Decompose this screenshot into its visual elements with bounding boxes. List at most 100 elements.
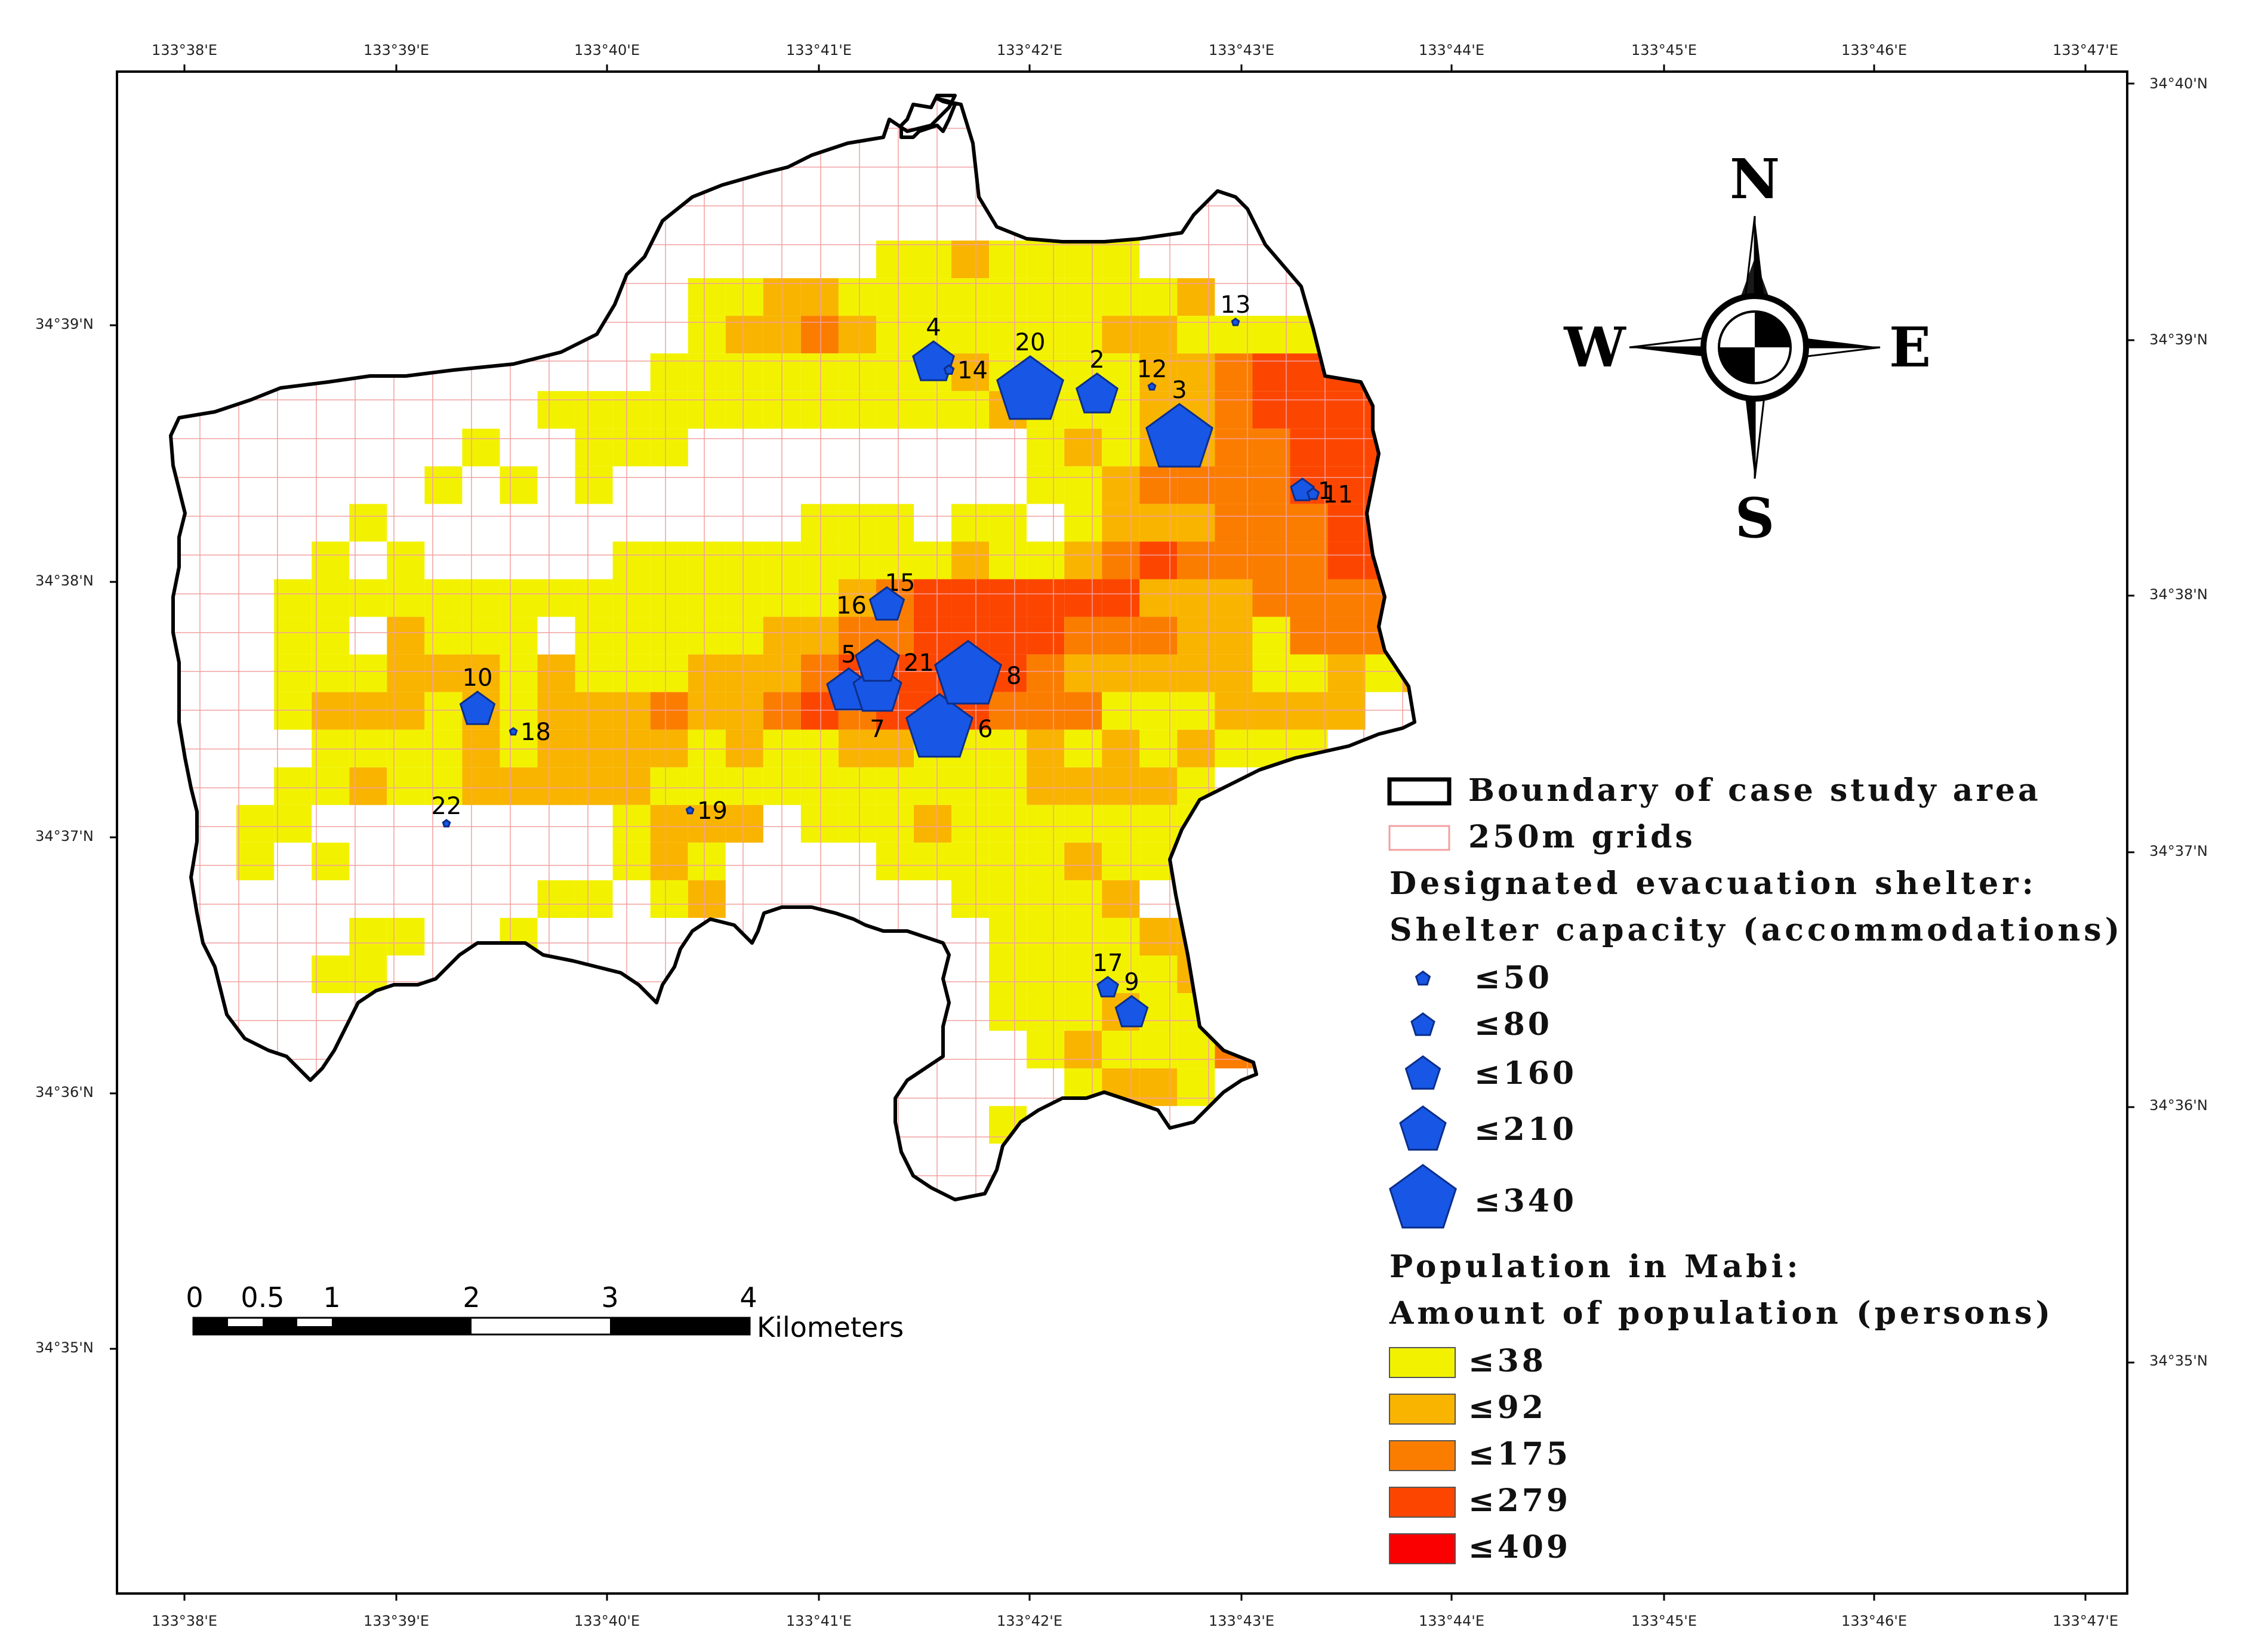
shelter-8-marker[interactable] [934,640,1002,705]
population-cell [1215,541,1253,580]
shelter-21-marker[interactable] [855,639,900,682]
shelter-10-marker[interactable] [459,691,496,725]
population-cell [1027,1031,1065,1069]
population-cell [1177,1068,1215,1107]
population-cell [725,692,763,730]
bottom-lon-label: 133°40'E [574,1613,640,1629]
population-cell [725,391,763,429]
population-cell [1102,805,1140,843]
population-cell [1027,466,1065,504]
population-cell [1102,917,1140,956]
population-cell [1027,956,1065,994]
population-cell [1027,278,1065,316]
legend-population-title: Population in Mabi: [1389,1249,1802,1285]
population-cell [1064,993,1102,1031]
shelter-4-marker[interactable] [912,340,955,381]
population-cell [575,692,613,730]
left-lat-label: 34°37'N [35,828,94,845]
population-cell [424,617,463,655]
population-cell [1102,767,1140,805]
compass-south-label: S [1735,486,1774,550]
population-cell [800,617,839,655]
population-cell [1064,541,1102,580]
population-cell [800,316,839,354]
shelter-18-marker[interactable] [509,727,518,736]
population-cell [1290,617,1328,655]
scale-tick-1: 1 [323,1281,340,1314]
shelter-13-marker[interactable] [1231,318,1240,326]
legend-shelter-symbol [1410,1012,1435,1036]
bottom-lon-label: 133°42'E [997,1613,1062,1629]
shelter-16-marker[interactable] [868,586,905,621]
population-cell [1327,429,1366,467]
left-lat-label: 34°39'N [35,316,94,332]
left-lat-label: 34°38'N [35,572,94,589]
shelter-14-marker[interactable] [943,364,955,375]
population-cell [838,541,876,580]
shelter-12-marker[interactable] [1147,382,1157,391]
population-cell [1102,729,1140,768]
population-cell [951,278,990,316]
legend-population-class: ≤175 [1468,1436,1571,1472]
population-cell [274,617,312,655]
shelter-22-marker[interactable] [442,819,451,828]
shelter-19-marker[interactable] [685,806,695,815]
population-cell [989,767,1027,805]
population-cell [500,654,538,692]
legend-shelter-subtitle: Shelter capacity (accommodations) [1389,912,2123,948]
population-cell [725,278,763,316]
compass-east-label: E [1889,315,1931,380]
population-cell [537,391,575,429]
bottom-lon-label: 133°39'E [363,1613,429,1629]
population-cell [725,541,763,580]
population-cell [1139,917,1178,956]
bottom-lon-label: 133°44'E [1419,1613,1484,1629]
population-cell [1027,767,1065,805]
population-cell [688,692,726,730]
population-cell [1290,391,1328,429]
population-cell [989,278,1027,316]
population-cell [876,391,914,429]
legend-grid-swatch [1388,825,1450,851]
population-cell [1215,504,1253,542]
shelter-6-marker[interactable] [905,693,973,758]
population-cell [688,805,726,843]
population-cell [500,692,538,730]
shelter-17-marker[interactable] [1096,976,1119,998]
scale-unit: Kilometers [757,1311,904,1343]
shelter-9-marker[interactable] [1114,995,1149,1028]
population-cell [1027,579,1065,617]
population-cell [1102,316,1140,354]
top-lon-label: 133°41'E [786,42,852,58]
top-lon-label: 133°42'E [997,42,1062,58]
population-cell [1139,466,1178,504]
population-cell [1064,956,1102,994]
population-cell [1064,842,1102,880]
population-cell [1102,880,1140,918]
population-cell [725,654,763,692]
population-cell [838,729,876,768]
population-cell [688,617,726,655]
population-cell [688,654,726,692]
population-cell [500,466,538,504]
population-cell [1327,617,1366,655]
shelter-11-label: 11 [1323,481,1353,508]
population-cell [236,842,275,880]
left-lat-label: 34°36'N [35,1084,94,1101]
shelter-20-marker[interactable] [996,355,1064,420]
right-lat-label: 34°37'N [2149,843,2208,859]
population-cell [650,541,688,580]
population-cell [1064,504,1102,542]
legend: Boundary of case study area 250m grids D… [1387,772,2123,1565]
legend-shelter-class: ≤80 [1474,1006,1552,1043]
shelter-2-marker[interactable] [1076,372,1119,414]
shelter-3-marker[interactable] [1145,403,1213,468]
shelter-11-marker[interactable] [1306,487,1320,500]
population-cell [951,391,990,429]
population-cell [387,917,425,956]
population-cell [800,391,839,429]
shelter-7-label: 7 [870,716,885,743]
population-cell [424,692,463,730]
top-lon-label: 133°38'E [152,42,217,58]
shelter-5-label: 5 [841,641,856,668]
